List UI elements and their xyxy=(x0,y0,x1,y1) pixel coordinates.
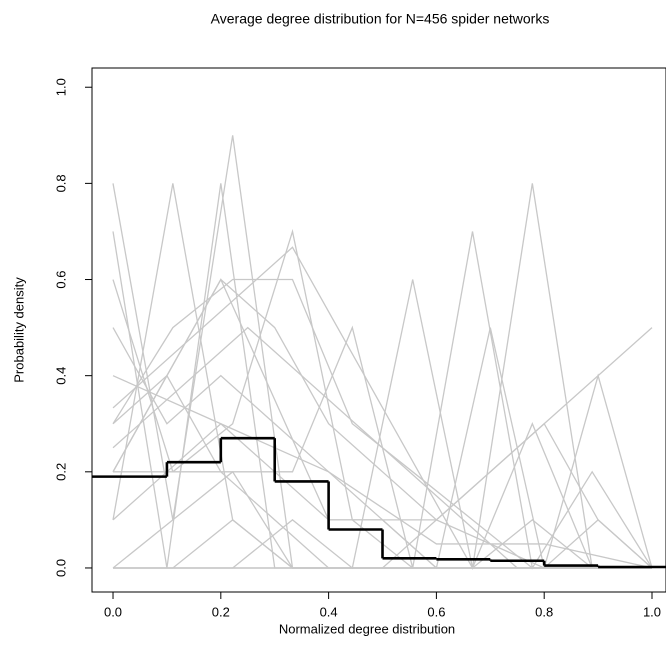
x-tick-label: 0.4 xyxy=(320,604,338,619)
y-tick-label: 0.8 xyxy=(53,174,68,192)
plot-frame xyxy=(91,67,666,593)
y-tick-label: 1.0 xyxy=(53,78,68,96)
network-line xyxy=(112,278,653,569)
y-tick-label: 0.4 xyxy=(53,367,68,385)
plot-area xyxy=(92,135,666,571)
x-tick-label: 0.0 xyxy=(104,604,122,619)
network-line xyxy=(112,375,653,569)
x-tick-label: 0.8 xyxy=(535,604,553,619)
network-line xyxy=(112,278,652,569)
y-axis-label: Probability density xyxy=(11,277,26,383)
y-tick-label: 0.6 xyxy=(53,270,68,288)
y-tick-label: 0.2 xyxy=(53,463,68,481)
x-tick-label: 0.6 xyxy=(427,604,445,619)
chart-title: Average degree distribution for N=456 sp… xyxy=(211,11,550,27)
x-axis-label: Normalized degree distribution xyxy=(279,621,455,636)
y-tick-label: 0.0 xyxy=(53,559,68,577)
x-tick-label: 1.0 xyxy=(643,604,661,619)
x-tick-label: 0.2 xyxy=(212,604,230,619)
network-line xyxy=(113,327,653,569)
